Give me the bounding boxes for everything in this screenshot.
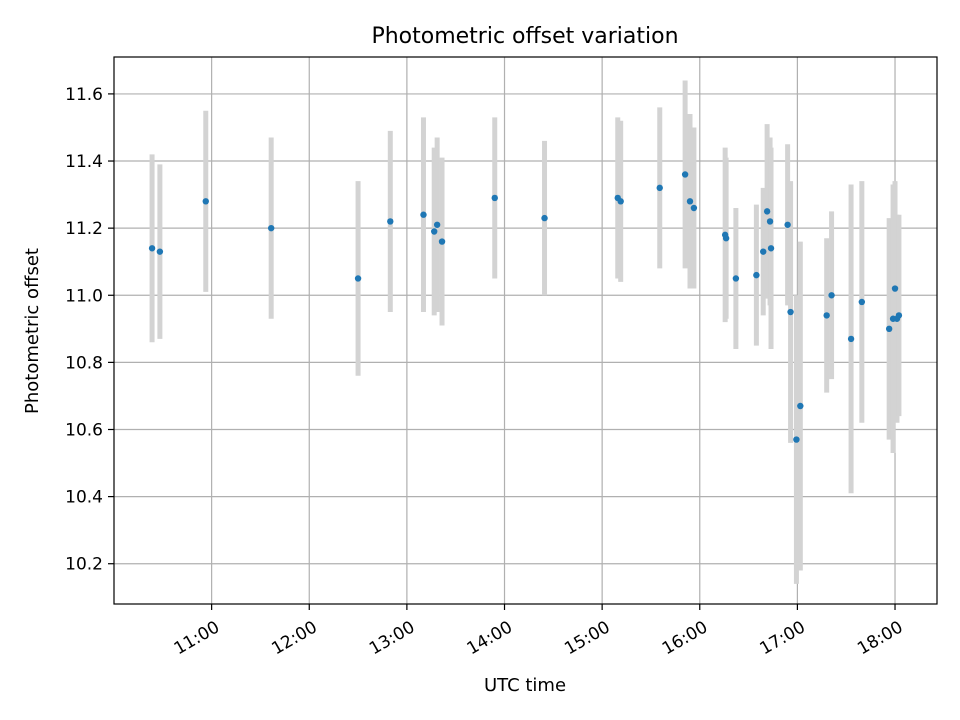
data-point bbox=[686, 198, 694, 205]
data-point bbox=[784, 221, 791, 228]
data-point bbox=[433, 221, 441, 228]
data-point bbox=[202, 198, 209, 205]
data-point bbox=[895, 312, 903, 319]
data-point bbox=[617, 198, 624, 205]
data-point bbox=[491, 194, 498, 202]
data-point bbox=[656, 184, 663, 192]
data-point bbox=[438, 238, 446, 245]
data-point bbox=[885, 325, 893, 333]
y-axis-label: Photometric offset bbox=[22, 248, 43, 414]
data-point bbox=[148, 245, 156, 252]
data-point bbox=[267, 224, 275, 232]
data-point bbox=[431, 228, 438, 235]
data-point bbox=[793, 436, 800, 443]
y-axis-ticks: 10.2 10.4 10.6 10.8 11.0 11.2 11.4 11.6 bbox=[65, 85, 114, 575]
data-point bbox=[763, 208, 771, 215]
data-point bbox=[760, 248, 767, 255]
y-tick-label: 10.2 bbox=[65, 555, 103, 575]
y-tick-label: 11.4 bbox=[65, 152, 103, 172]
data-point bbox=[847, 335, 855, 343]
chart-title: Photometric offset variation bbox=[371, 24, 678, 49]
y-tick-label: 10.8 bbox=[65, 353, 103, 373]
data-point bbox=[823, 312, 830, 319]
data-point bbox=[732, 275, 740, 282]
data-point bbox=[420, 211, 427, 218]
data-point bbox=[387, 218, 394, 225]
y-tick-label: 10.4 bbox=[65, 488, 103, 508]
point-layer bbox=[148, 171, 903, 443]
y-tick-label: 10.6 bbox=[65, 420, 103, 440]
data-point bbox=[156, 248, 164, 255]
data-point bbox=[891, 285, 899, 292]
data-point bbox=[858, 298, 866, 306]
data-point bbox=[753, 271, 760, 279]
data-point bbox=[722, 235, 730, 242]
data-point bbox=[797, 402, 804, 410]
y-tick-label: 11.6 bbox=[65, 85, 103, 105]
data-point bbox=[828, 292, 835, 299]
data-point bbox=[690, 204, 698, 212]
data-point bbox=[354, 275, 362, 282]
data-point bbox=[766, 218, 774, 225]
plot-frame bbox=[113, 56, 938, 605]
data-point bbox=[681, 171, 689, 178]
y-tick-label: 11.2 bbox=[65, 219, 103, 239]
x-axis-label: UTC time bbox=[484, 675, 566, 696]
data-point bbox=[767, 245, 775, 252]
y-tick-label: 11.0 bbox=[65, 286, 103, 306]
data-point bbox=[787, 308, 794, 316]
data-point bbox=[541, 214, 548, 222]
